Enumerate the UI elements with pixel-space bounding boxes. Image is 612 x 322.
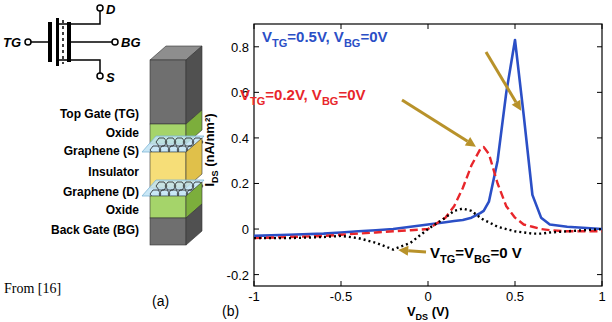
annotation-arrow-head	[465, 137, 476, 147]
series-annotation: VTG=0.5V, VBG=0V	[262, 28, 388, 49]
layer-label: Insulator	[88, 165, 139, 179]
terminal-label: TG	[3, 35, 21, 50]
terminal-dot	[112, 39, 118, 45]
gate-plate	[67, 22, 71, 62]
y-tick	[597, 137, 602, 138]
y-tick-label: 0.8	[231, 40, 249, 55]
y-tick	[254, 137, 259, 138]
panel-label: (a)	[152, 293, 169, 309]
x-axis-title: VDS (V)	[407, 304, 449, 322]
x-tick-label: -0.5	[330, 289, 352, 304]
y-tick	[254, 92, 259, 93]
device-symbol: TG D BG S	[3, 2, 141, 85]
layer-label: Oxide	[106, 126, 140, 140]
x-tick	[515, 281, 516, 286]
annotation-arrow-head	[398, 246, 408, 256]
x-tick	[515, 24, 516, 29]
terminal-label: S	[106, 70, 115, 85]
x-tick	[602, 281, 603, 286]
y-tick-label: 0	[242, 222, 249, 237]
series-line	[254, 40, 602, 236]
layer-label: Graphene (S)	[64, 144, 139, 158]
layer-front	[150, 196, 186, 218]
terminal-label: BG	[121, 35, 141, 50]
source-note: From [16]	[4, 281, 61, 296]
y-tick	[254, 274, 259, 275]
layer-front	[150, 60, 186, 124]
terminal-label: D	[106, 2, 116, 17]
plot-frame	[254, 24, 602, 286]
figure: TG D BG S Top Gate (TG) Oxide Graphene (S) Insu…	[0, 0, 612, 322]
x-tick	[254, 281, 255, 286]
y-tick	[597, 92, 602, 93]
terminal-dot	[97, 73, 103, 79]
panel-label: (b)	[222, 303, 239, 319]
gate-plate	[48, 22, 52, 62]
annotation-arrow	[402, 100, 468, 141]
x-tick-label: -1	[248, 289, 260, 304]
plot-area	[254, 40, 602, 250]
x-tick	[428, 281, 429, 286]
series-annotation: VTG=VBG=0 V	[430, 244, 522, 265]
y-tick-label: 0.4	[231, 131, 249, 146]
terminal-dot	[25, 39, 31, 45]
layer-label: Back Gate (BG)	[51, 223, 139, 237]
x-tick	[428, 24, 429, 29]
wire	[71, 41, 112, 43]
layer-front	[150, 218, 186, 245]
insulator-line	[62, 20, 64, 64]
y-tick	[597, 274, 602, 275]
channel-plate	[56, 18, 59, 66]
terminal-dot	[97, 5, 103, 11]
wire	[59, 60, 100, 73]
layer-label: Graphene (D)	[63, 185, 139, 199]
series-line	[254, 209, 602, 250]
annotation-arrow	[486, 52, 516, 102]
y-tick-label: -0.2	[227, 268, 249, 283]
y-tick-label: 0.2	[231, 176, 249, 191]
layer-label: Top Gate (TG)	[60, 107, 139, 121]
panel-b: -1-0.500.51-0.200.20.40.60.8VDS (V)IDS (…	[202, 24, 606, 322]
layer-stack	[142, 46, 204, 245]
y-tick	[254, 229, 259, 230]
y-axis-title: IDS (nA/nm²)	[202, 113, 220, 186]
y-tick	[597, 46, 602, 47]
y-tick	[254, 46, 259, 47]
x-tick	[341, 281, 342, 286]
layer-label: Oxide	[106, 203, 140, 217]
x-tick-label: 0	[424, 289, 431, 304]
wire	[59, 11, 100, 24]
annotation-arrow-head	[512, 100, 521, 111]
y-tick	[597, 183, 602, 184]
panel-a: TG D BG S Top Gate (TG) Oxide Graphene (S) Insu…	[3, 2, 204, 309]
wire	[31, 41, 48, 43]
annotation-arrow	[408, 251, 426, 252]
y-tick	[254, 183, 259, 184]
series-annotation: VTG=0.2V, VBG=0V	[240, 86, 366, 107]
x-tick-label: 1	[598, 289, 605, 304]
series-line	[254, 147, 602, 238]
x-tick-label: 0.5	[506, 289, 524, 304]
x-tick	[254, 24, 255, 29]
x-tick	[602, 24, 603, 29]
layer-side	[186, 204, 202, 245]
